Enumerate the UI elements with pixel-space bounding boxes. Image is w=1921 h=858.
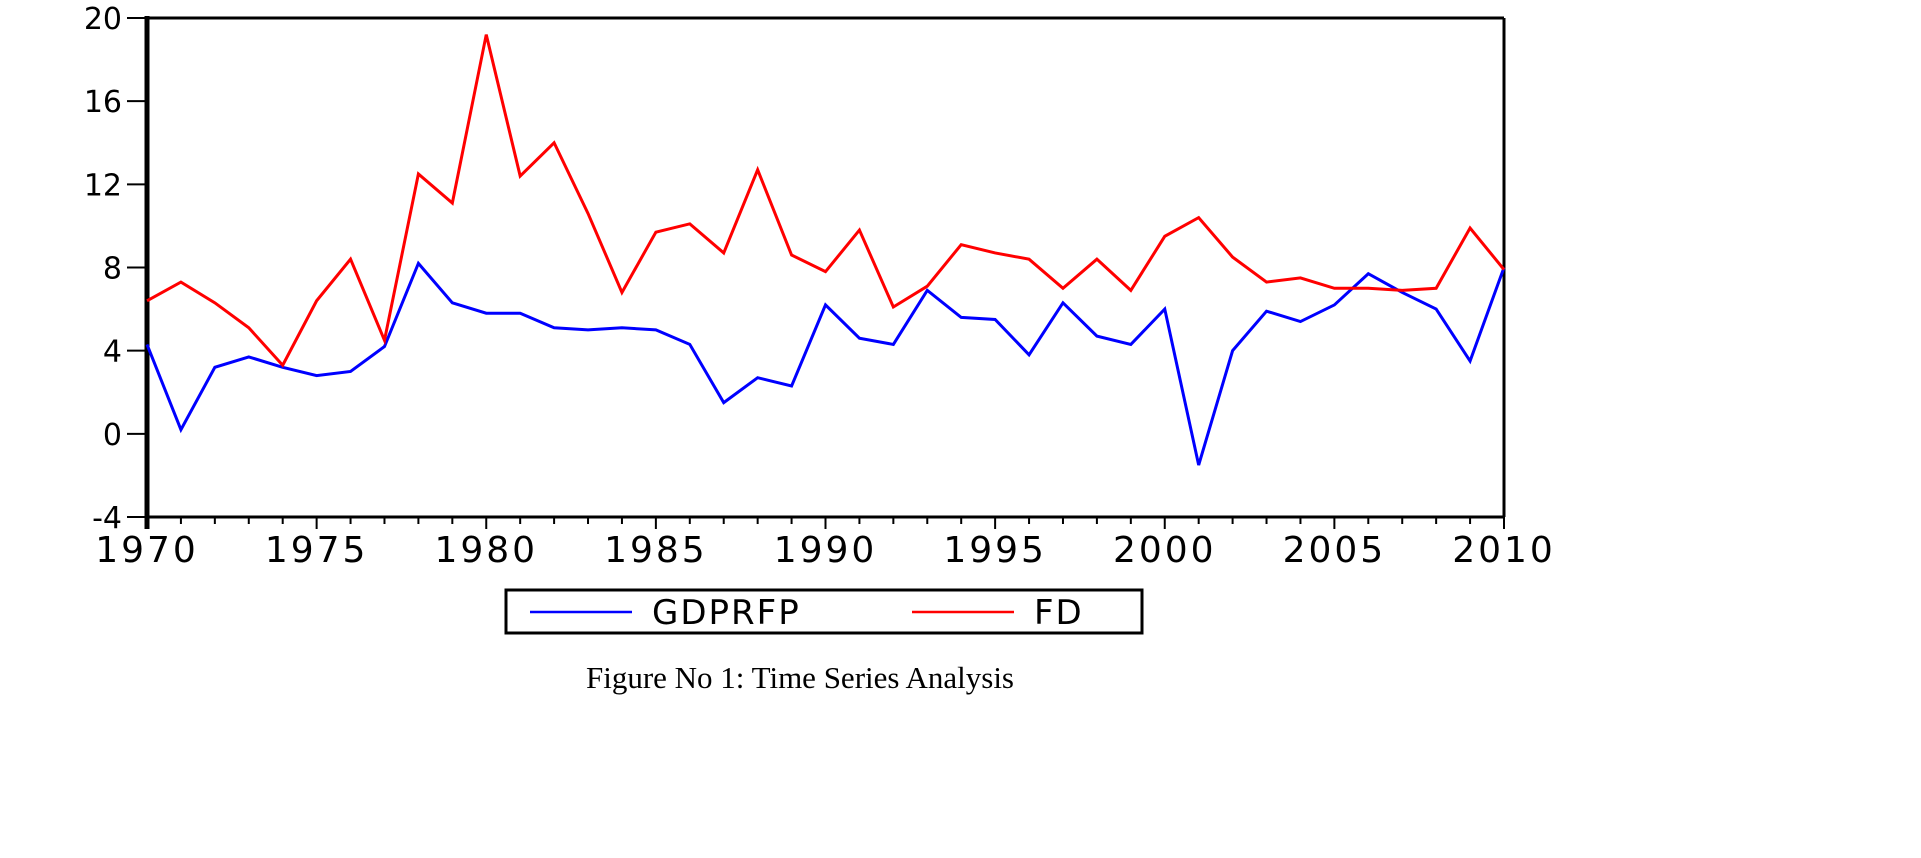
y-tick-label: 16 (84, 85, 122, 120)
x-tick-label: 1985 (604, 530, 708, 571)
x-tick-label: 1975 (265, 530, 369, 571)
y-tick-label: 12 (84, 168, 122, 203)
y-tick-labels: -4 0 4 8 12 16 20 (84, 2, 122, 536)
legend-label-fd: FD (1034, 593, 1084, 633)
y-tick-label: 8 (103, 252, 122, 287)
y-tick-label: 0 (103, 418, 122, 453)
y-tick-label: 20 (84, 2, 122, 37)
y-tick-label: -4 (92, 501, 122, 536)
x-tick-label: 2005 (1283, 530, 1387, 571)
x-tick-labels: 1970 1975 1980 1985 1990 1995 2000 2005 … (95, 530, 1556, 571)
y-tick-label: 4 (103, 335, 122, 370)
axes (127, 16, 1506, 529)
x-tick-label: 1980 (434, 530, 538, 571)
figure-caption: Figure No 1: Time Series Analysis (585, 660, 1014, 695)
x-tick-label: 2000 (1113, 530, 1217, 571)
x-tick-label: 1970 (95, 530, 199, 571)
x-tick-label: 1990 (774, 530, 878, 571)
series-line-fd (146, 34, 1506, 368)
x-tick-label: 1995 (943, 530, 1047, 571)
series-line-gdprfp (145, 260, 1506, 466)
legend: GDPRFP FD (504, 588, 1144, 635)
series-lines (145, 34, 1506, 466)
x-tick-label: 2010 (1452, 530, 1556, 571)
legend-label-gdprfp: GDPRFP (652, 593, 801, 633)
